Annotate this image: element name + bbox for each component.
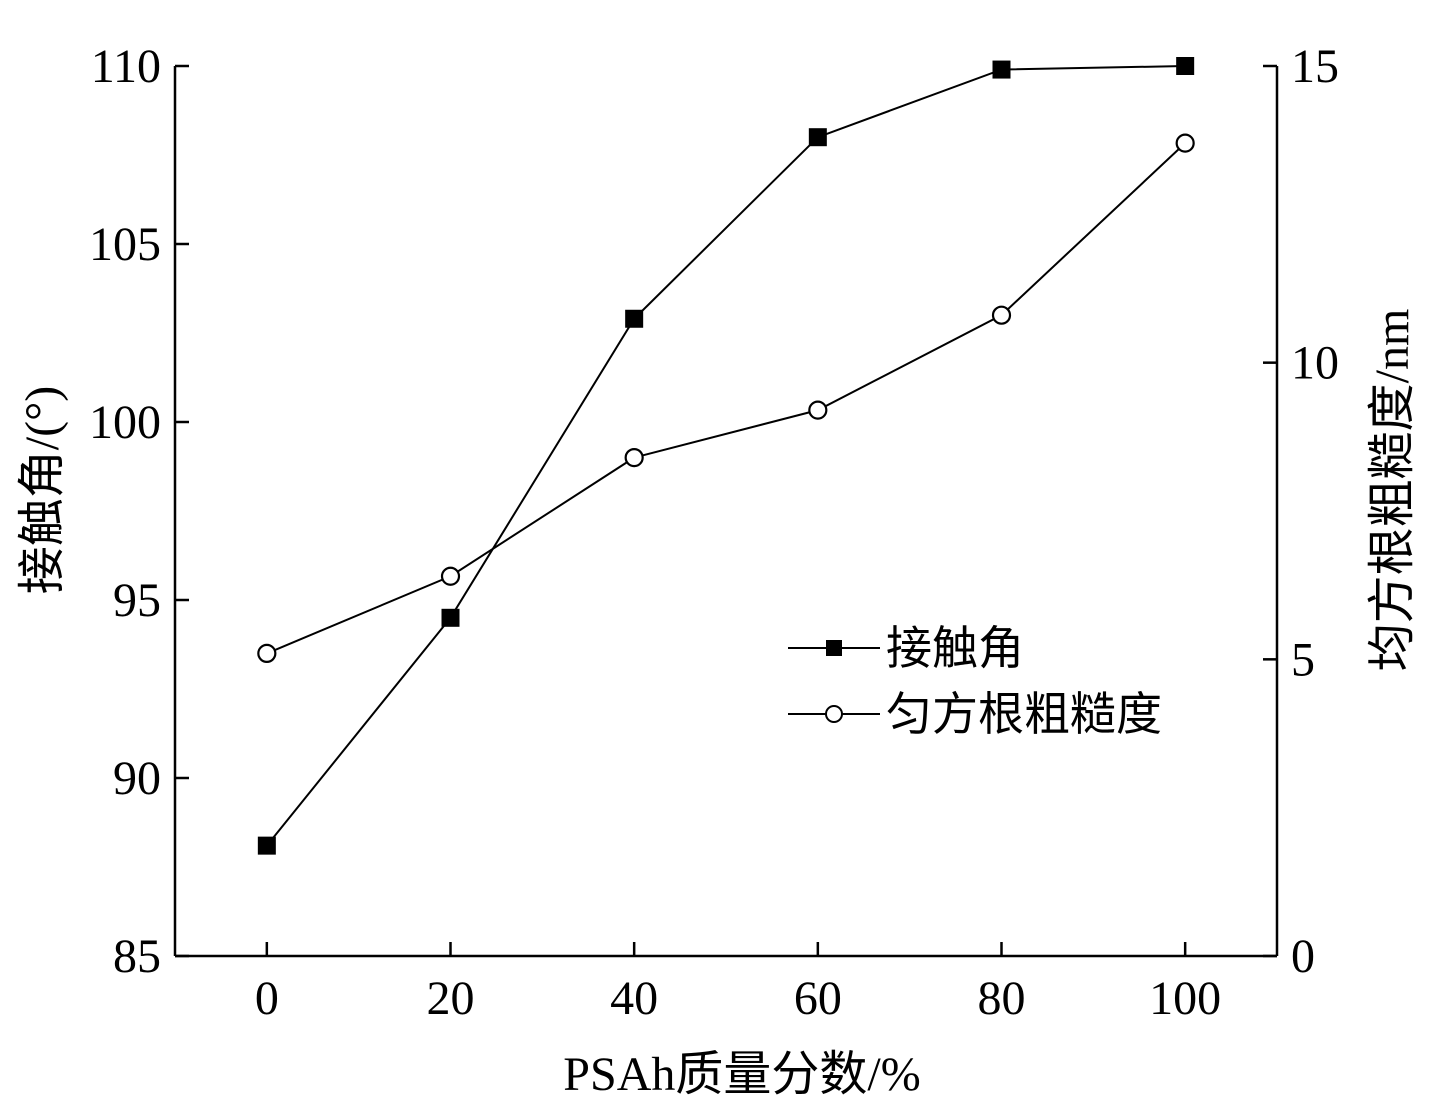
x-tick-label: 20: [427, 972, 475, 1025]
x-tick-label: 40: [610, 972, 658, 1025]
axes-layer: 0 20 40 60 80 100 85 90 95 100 105 110 0 5 10 15: [89, 40, 1339, 1025]
series-line-rms-roughness: [266, 142, 1186, 655]
x-tick-label: 80: [978, 972, 1026, 1025]
data-point-rms-roughness: [808, 400, 828, 420]
legend-label-contact-angle: 接触角: [886, 623, 1024, 674]
data-point-rms-roughness: [257, 643, 277, 664]
series-line-contact-angle: [266, 65, 1186, 847]
y-tick-label: 105: [89, 218, 161, 271]
legend-label-rms-roughness: 匀方根粗糙度: [886, 689, 1162, 740]
y-tick-label: 85: [113, 930, 161, 983]
data-point-rms-roughness: [624, 448, 644, 468]
y-tick-label: 110: [91, 40, 161, 93]
data-point-rms-roughness: [991, 305, 1012, 325]
legend-marker-rms-roughness: [825, 705, 843, 723]
y-tick-label: 100: [89, 396, 161, 449]
data-point-contact-angle: [625, 309, 644, 328]
data-point-contact-angle: [808, 128, 827, 147]
x-tick-label: 100: [1149, 972, 1221, 1025]
y-tick-label: 95: [113, 574, 161, 627]
y-tick-label: 90: [113, 752, 161, 805]
x-tick-label: 0: [255, 972, 279, 1025]
data-point-contact-angle: [1176, 57, 1195, 75]
y2-tick-label: 15: [1291, 40, 1339, 93]
y2-tick-label: 0: [1291, 930, 1315, 983]
y2-axis-title: 均方根粗糙度/nm: [1366, 309, 1419, 672]
series-layer: [257, 57, 1195, 855]
x-tick-label: 60: [794, 972, 842, 1025]
y2-tick-label: 5: [1291, 633, 1315, 686]
y-axis-title: 接触角/(°): [16, 386, 69, 595]
data-point-contact-angle: [441, 608, 460, 627]
data-point-rms-roughness: [440, 566, 461, 586]
legend-marker-contact-angle: [826, 640, 842, 656]
x-axis-title: PSAh质量分数/%: [563, 1048, 920, 1101]
data-point-contact-angle: [992, 60, 1011, 79]
y2-tick-label: 10: [1291, 337, 1339, 390]
data-point-contact-angle: [257, 836, 276, 855]
data-point-rms-roughness: [1175, 133, 1195, 153]
